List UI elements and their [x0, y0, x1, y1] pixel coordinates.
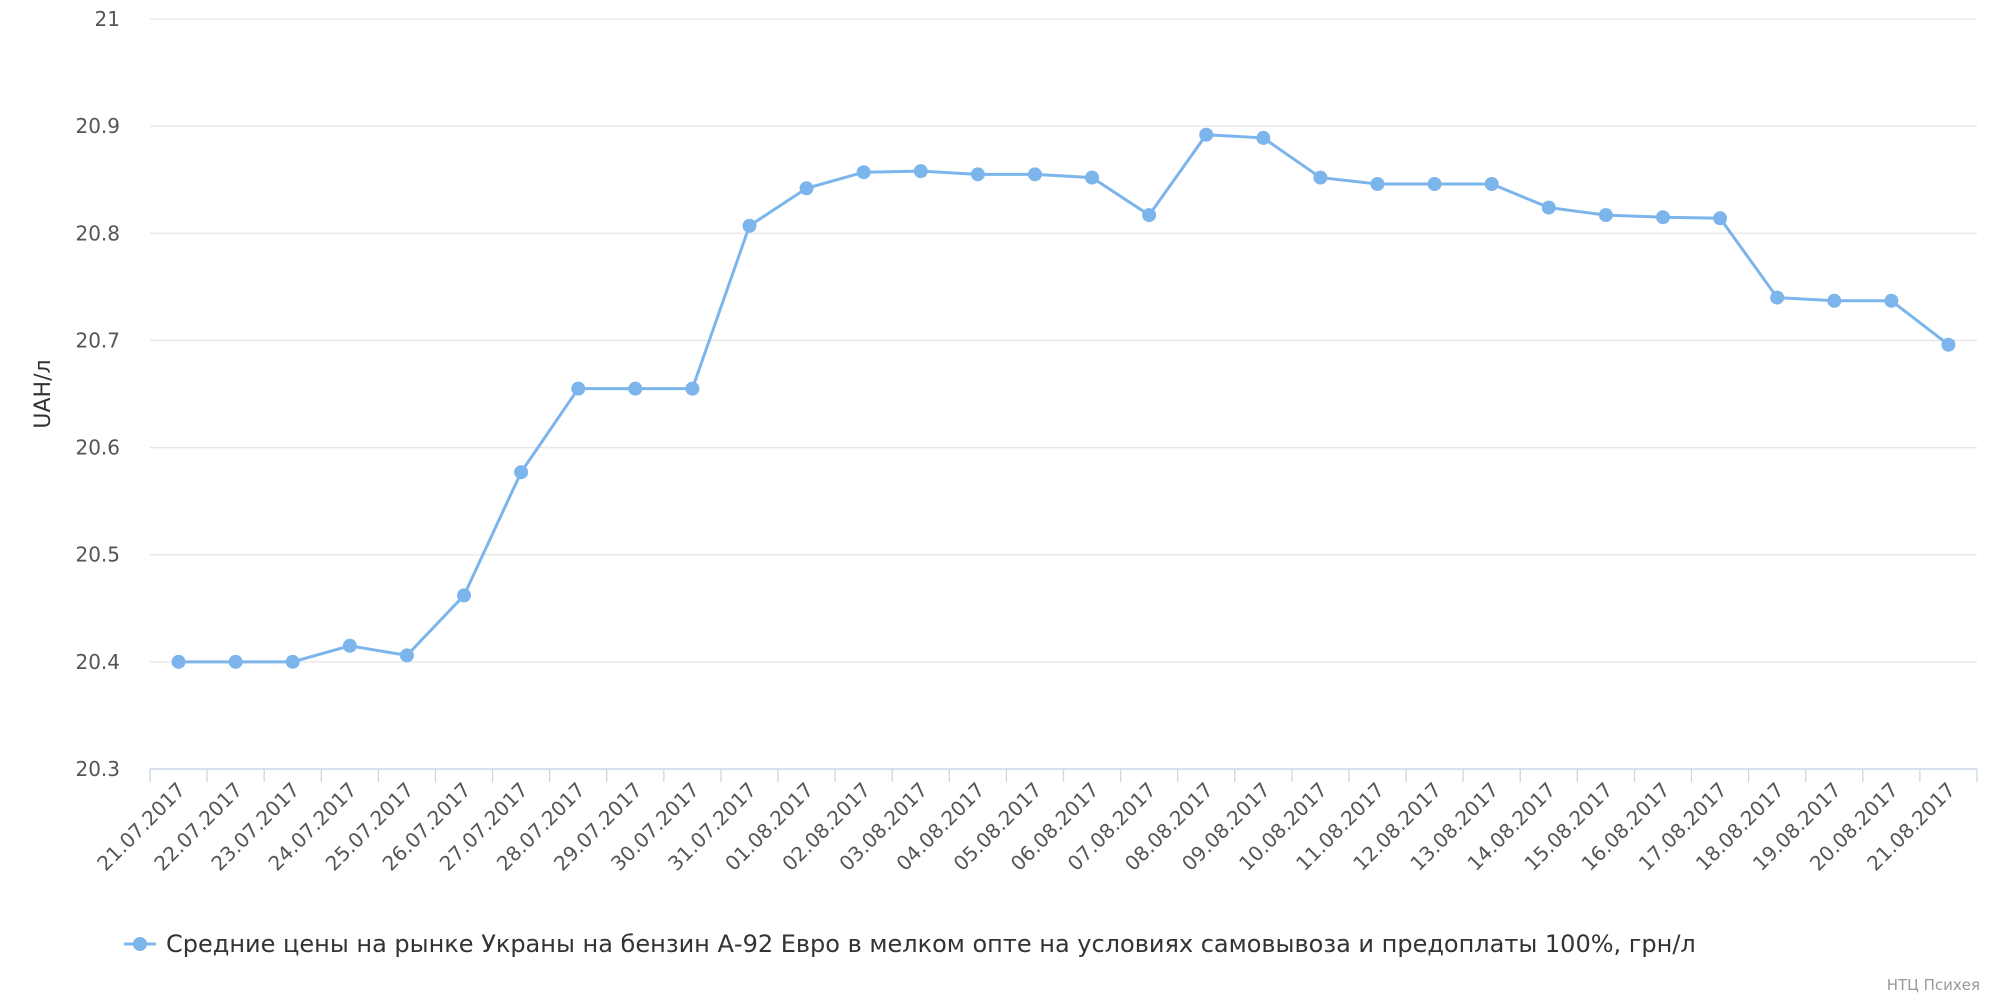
- data-point: [685, 381, 700, 396]
- data-point: [1427, 177, 1442, 191]
- data-point: [1199, 127, 1214, 142]
- data-point: [1713, 211, 1728, 226]
- data-point: [457, 588, 472, 603]
- legend-item[interactable]: Средние цены на рынке Украны на бензин А…: [124, 930, 1696, 958]
- data-point: [342, 638, 357, 653]
- data-point: [970, 167, 985, 182]
- data-point: [1941, 337, 1956, 352]
- data-point: [628, 381, 643, 396]
- y-tick-label: 20.6: [75, 436, 120, 460]
- data-point: [1541, 200, 1556, 215]
- legend-symbol: [133, 937, 147, 951]
- y-axis-title: UAH/л: [31, 359, 56, 428]
- data-point: [171, 654, 186, 669]
- data-point: [1770, 290, 1785, 305]
- series-line: [178, 133, 1950, 664]
- data-point: [571, 381, 586, 396]
- data-point: [1085, 170, 1100, 185]
- data-point: [1655, 210, 1670, 225]
- data-point: [399, 648, 414, 663]
- y-tick-label: 20.3: [75, 757, 120, 781]
- data-point: [799, 181, 814, 196]
- data-point: [1827, 293, 1842, 308]
- credit: НТЦ Психея: [1887, 976, 1980, 994]
- y-tick-label: 20.7: [75, 328, 120, 352]
- data-point: [1313, 170, 1328, 185]
- y-tick-label: 20.8: [75, 221, 120, 245]
- data-point: [228, 654, 243, 669]
- data-point: [742, 218, 757, 233]
- data-point: [913, 164, 928, 179]
- data-point: [1027, 167, 1042, 182]
- data-point: [1256, 130, 1271, 145]
- data-point: [1370, 177, 1385, 191]
- data-point: [285, 654, 300, 669]
- y-tick-label: 20.5: [75, 543, 120, 567]
- y-tick-label: 21: [95, 7, 120, 31]
- data-point: [514, 465, 529, 480]
- y-tick-label: 20.9: [75, 114, 120, 138]
- data-point: [1142, 208, 1157, 223]
- data-point: [1598, 208, 1613, 223]
- data-point: [856, 165, 871, 180]
- y-tick-label: 20.4: [75, 650, 120, 674]
- legend-label: Средние цены на рынке Украны на бензин А…: [166, 930, 1696, 958]
- data-point: [1884, 293, 1899, 308]
- data-point: [1484, 177, 1499, 191]
